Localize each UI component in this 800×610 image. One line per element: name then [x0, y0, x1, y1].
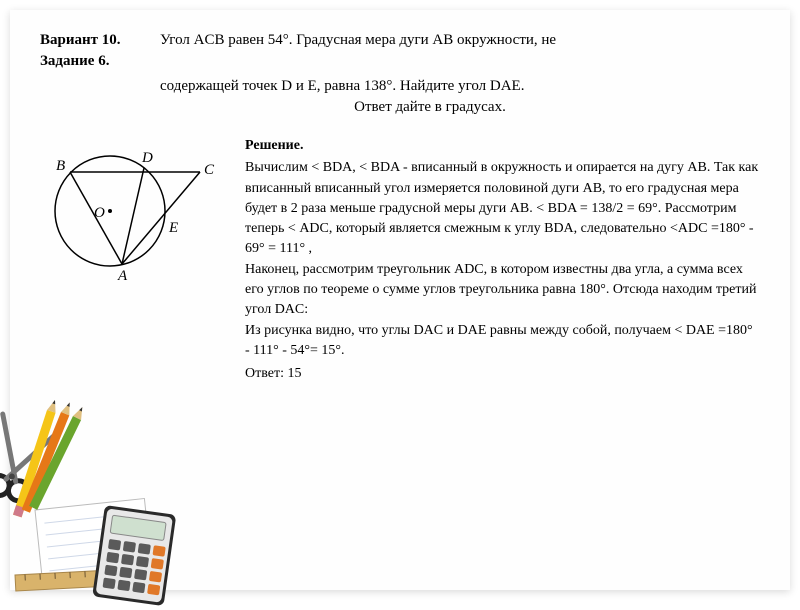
answer-line: Ответ: 15: [245, 364, 760, 384]
page: Вариант 10. Задание 6. Угол ACB равен 54…: [10, 10, 790, 590]
problem-line1: Угол ACB равен 54°. Градусная мера дуги …: [160, 30, 760, 51]
school-supplies-icon: [0, 390, 215, 610]
svg-text:E: E: [168, 220, 178, 236]
header-row: Вариант 10. Задание 6. Угол ACB равен 54…: [40, 30, 760, 72]
problem-line3: Ответ дайте в градусах.: [100, 97, 760, 118]
solution-title: Решение.: [245, 136, 760, 156]
svg-text:O: O: [94, 205, 105, 221]
geometry-diagram: B D C E A O: [40, 136, 220, 296]
variant-block: Вариант 10. Задание 6.: [40, 30, 140, 72]
svg-text:D: D: [141, 150, 153, 166]
svg-text:B: B: [56, 158, 65, 174]
svg-text:C: C: [204, 162, 215, 178]
variant-line2: Задание 6.: [40, 51, 140, 72]
solution-body: Вычислим < BDA, < BDA - вписанный в окру…: [245, 158, 760, 361]
svg-text:A: A: [117, 268, 128, 284]
variant-line1: Вариант 10.: [40, 30, 140, 51]
diagram-column: B D C E A O: [40, 136, 220, 385]
content-row: B D C E A O Решение. Вычислим < BDA, < BDA - …: [40, 136, 760, 385]
problem-line2: содержащей точек D и E, равна 138°. Найд…: [160, 76, 760, 97]
solution-column: Решение. Вычислим < BDA, < BDA - вписанн…: [245, 136, 760, 385]
